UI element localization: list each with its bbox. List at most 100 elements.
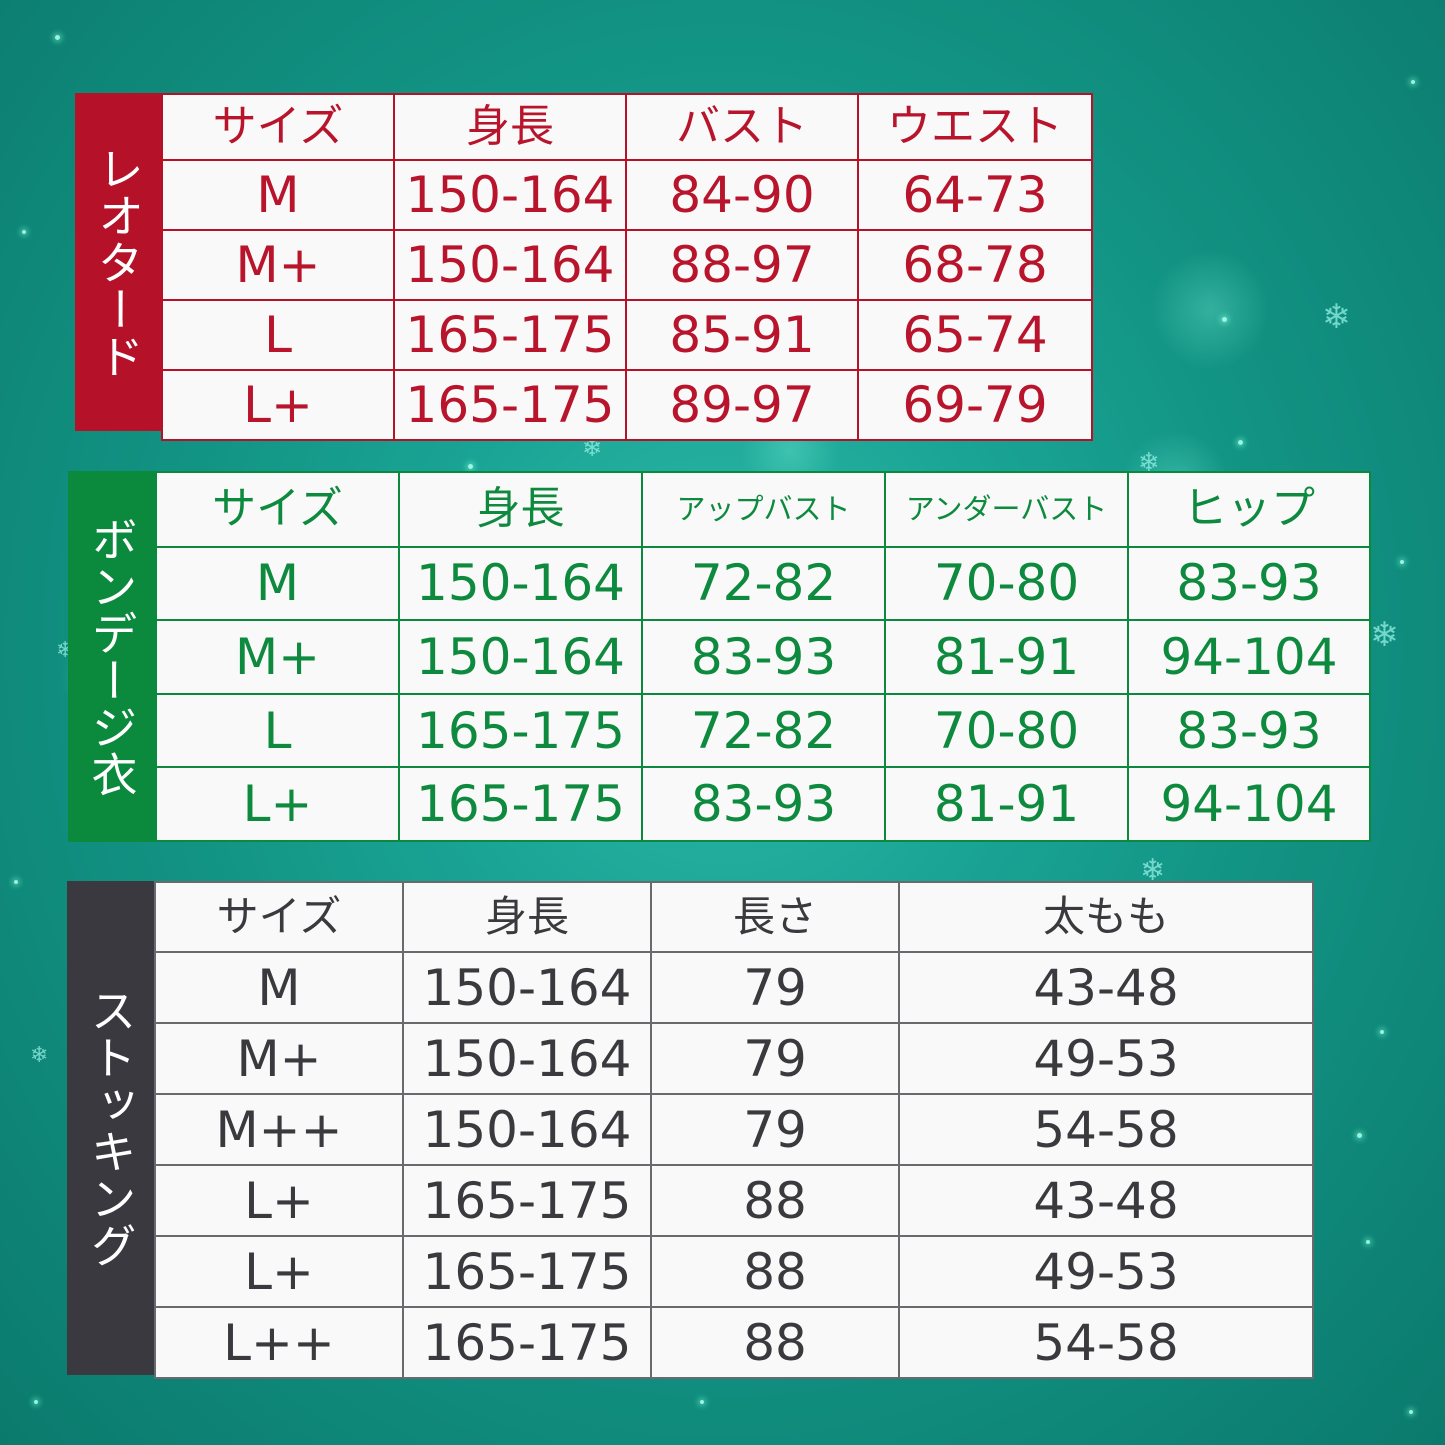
column-header: 身長 xyxy=(402,881,652,953)
table-row: L+ 165-175 83-93 81-91 94-104 xyxy=(155,766,1371,842)
bondage-size-table: ボンデージ衣 サイズ 身長 アップバスト アンダーバスト ヒップ M 150-1… xyxy=(68,471,1371,842)
size-cell: M xyxy=(161,159,395,231)
size-cell: L++ xyxy=(154,1306,404,1379)
snowflake-icon: ❄ xyxy=(1322,297,1351,337)
column-header: 長さ xyxy=(650,881,900,953)
sparkle-dot xyxy=(700,1400,704,1404)
snowflake-icon: ❄ xyxy=(1140,853,1166,888)
table-cell: 150-164 xyxy=(402,1093,652,1166)
table-row: L 165-175 72-82 70-80 83-93 xyxy=(155,692,1371,769)
size-cell: M+ xyxy=(161,229,395,301)
column-header: ウエスト xyxy=(857,93,1093,161)
sparkle-dot xyxy=(22,230,26,234)
table-cell: 165-175 xyxy=(402,1164,652,1237)
table-cell: 165-175 xyxy=(393,299,627,371)
sparkle-dot xyxy=(1380,1030,1384,1034)
table-row: M 150-164 72-82 70-80 83-93 xyxy=(155,545,1371,622)
table-cell: 72-82 xyxy=(641,692,886,769)
table-cell: 83-93 xyxy=(1127,545,1371,622)
table-cell: 72-82 xyxy=(641,545,886,622)
column-header: バスト xyxy=(625,93,859,161)
size-cell: M xyxy=(154,951,404,1024)
table-cell: 43-48 xyxy=(898,951,1314,1024)
table-cell: 79 xyxy=(650,951,900,1024)
table-cell: 70-80 xyxy=(884,545,1129,622)
table-header-row: サイズ 身長 長さ 太もも xyxy=(154,881,1314,953)
column-header: ヒップ xyxy=(1127,471,1371,548)
table-cell: 150-164 xyxy=(398,619,643,695)
snowflake-icon: ❄ xyxy=(1370,615,1399,655)
stocking-size-table: ストッキング サイズ 身長 長さ 太もも M 150-164 79 43-48 … xyxy=(67,881,1314,1379)
table-cell: 70-80 xyxy=(884,692,1129,769)
table-cell: 54-58 xyxy=(898,1306,1314,1379)
table-cell: 64-73 xyxy=(857,159,1093,231)
table-cell: 89-97 xyxy=(625,369,859,441)
column-header: アップバスト xyxy=(641,471,886,548)
sparkle-dot xyxy=(34,1400,38,1404)
column-header: アンダーバスト xyxy=(884,471,1129,548)
leotard-title: レオタード xyxy=(91,144,145,380)
table-row: L+ 165-175 88 49-53 xyxy=(154,1235,1314,1308)
table-cell: 94-104 xyxy=(1127,619,1371,695)
table-cell: 150-164 xyxy=(402,1022,652,1095)
bondage-table: サイズ 身長 アップバスト アンダーバスト ヒップ M 150-164 72-8… xyxy=(155,471,1371,842)
size-cell: M xyxy=(155,545,400,622)
table-cell: 150-164 xyxy=(393,229,627,301)
table-row: L+ 165-175 89-97 69-79 xyxy=(161,369,1093,441)
table-cell: 49-53 xyxy=(898,1022,1314,1095)
stocking-side-label: ストッキング xyxy=(67,881,154,1375)
sparkle-dot xyxy=(468,464,473,469)
table-cell: 165-175 xyxy=(402,1306,652,1379)
background-glow xyxy=(1150,250,1270,370)
snowflake-icon: ❄ xyxy=(582,434,603,462)
column-header: サイズ xyxy=(154,881,404,953)
table-cell: 79 xyxy=(650,1093,900,1166)
table-cell: 150-164 xyxy=(398,545,643,622)
table-cell: 165-175 xyxy=(393,369,627,441)
sparkle-dot xyxy=(1366,1240,1370,1244)
snowflake-icon: ❄ xyxy=(1138,448,1160,478)
table-cell: 88 xyxy=(650,1235,900,1308)
table-row: M 150-164 79 43-48 xyxy=(154,951,1314,1024)
sparkle-dot xyxy=(55,35,60,40)
table-cell: 88 xyxy=(650,1306,900,1379)
table-cell: 88 xyxy=(650,1164,900,1237)
size-cell: L xyxy=(161,299,395,371)
table-cell: 81-91 xyxy=(884,766,1129,842)
table-cell: 83-93 xyxy=(1127,692,1371,769)
table-row: L+ 165-175 88 43-48 xyxy=(154,1164,1314,1237)
table-cell: 150-164 xyxy=(402,951,652,1024)
size-cell: L+ xyxy=(154,1164,404,1237)
column-header: 太もも xyxy=(898,881,1314,953)
table-cell: 81-91 xyxy=(884,619,1129,695)
table-cell: 68-78 xyxy=(857,229,1093,301)
sparkle-dot xyxy=(1411,80,1415,84)
table-cell: 43-48 xyxy=(898,1164,1314,1237)
sparkle-dot xyxy=(14,880,18,884)
leotard-side-label: レオタード xyxy=(75,93,161,431)
table-row: L++ 165-175 88 54-58 xyxy=(154,1306,1314,1379)
table-row: M+ 150-164 79 49-53 xyxy=(154,1022,1314,1095)
table-row: L 165-175 85-91 65-74 xyxy=(161,299,1093,371)
table-cell: 79 xyxy=(650,1022,900,1095)
size-cell: M++ xyxy=(154,1093,404,1166)
sparkle-dot xyxy=(1357,1133,1362,1138)
table-row: M+ 150-164 83-93 81-91 94-104 xyxy=(155,619,1371,695)
leotard-size-table: レオタード サイズ 身長 バスト ウエスト M 150-164 84-90 64… xyxy=(75,93,1093,441)
sparkle-dot xyxy=(1238,440,1243,445)
sparkle-dot xyxy=(1409,1410,1413,1414)
table-cell: 165-175 xyxy=(398,692,643,769)
table-cell: 49-53 xyxy=(898,1235,1314,1308)
sparkle-dot xyxy=(1222,317,1227,322)
table-cell: 94-104 xyxy=(1127,766,1371,842)
table-cell: 85-91 xyxy=(625,299,859,371)
sparkle-dot xyxy=(1400,560,1404,564)
bondage-side-label: ボンデージ衣 xyxy=(68,471,155,842)
table-cell: 83-93 xyxy=(641,619,886,695)
stocking-title: ストッキング xyxy=(83,987,138,1269)
column-header: サイズ xyxy=(155,471,400,548)
size-cell: M+ xyxy=(155,619,400,695)
snowflake-icon: ❄ xyxy=(30,1043,49,1068)
column-header: サイズ xyxy=(161,93,395,161)
bondage-title: ボンデージ衣 xyxy=(84,515,139,798)
